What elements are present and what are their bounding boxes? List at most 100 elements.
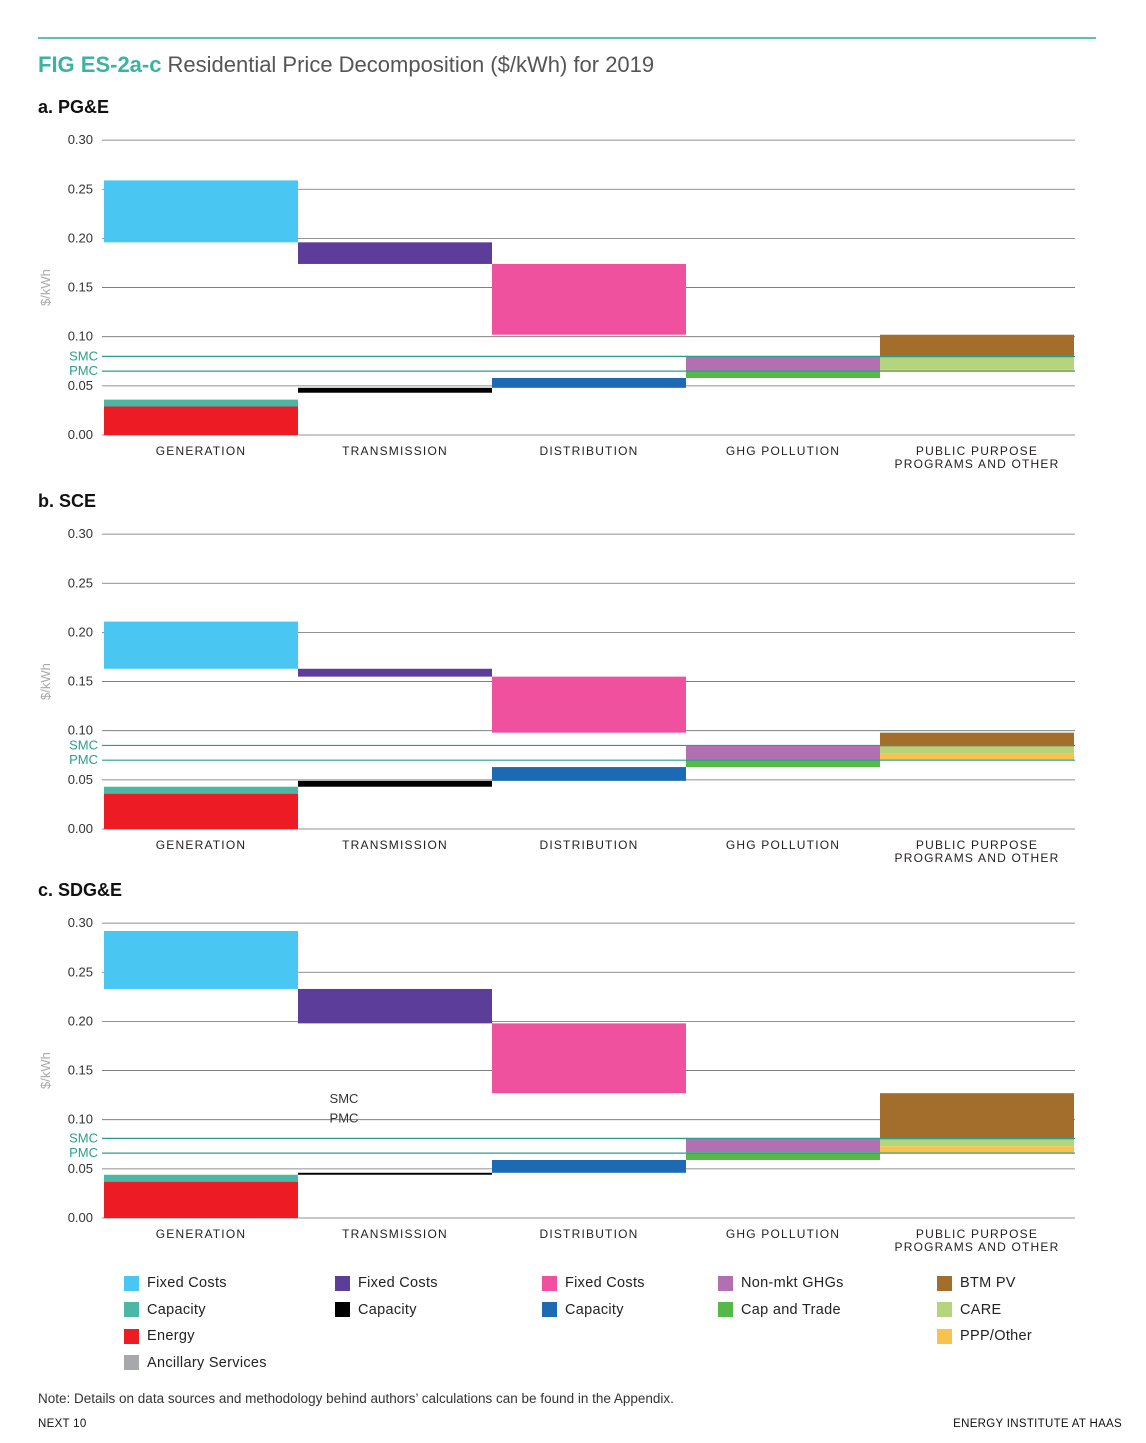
y-tick-label: 0.30 — [68, 132, 93, 147]
bar-segment — [104, 621, 298, 669]
legend-label: PPP/Other — [960, 1328, 1033, 1345]
figure-title-text: Residential Price Decomposition ($/kWh) … — [167, 52, 655, 77]
y-tick-label: 0.15 — [68, 280, 93, 295]
legend-swatch — [718, 1302, 733, 1318]
legend-item: Fixed Costs — [335, 1270, 438, 1297]
bar-segment — [880, 1139, 1074, 1147]
y-tick-label: 0.00 — [68, 821, 93, 836]
bar-segment — [104, 180, 298, 243]
legend-item: Capacity — [124, 1297, 267, 1324]
category-label: PROGRAMS AND OTHER — [895, 1240, 1060, 1254]
chart-sdge: 0.000.050.100.150.200.250.30$/kWhSMCPMCG… — [38, 915, 1075, 1254]
bar-segment — [492, 1023, 686, 1094]
reference-line-label: PMC — [69, 1145, 98, 1160]
y-tick-label: 0.00 — [68, 427, 93, 442]
legend-label: Non-mkt GHGs — [741, 1275, 844, 1292]
footnote: Note: Details on data sources and method… — [38, 1391, 674, 1406]
legend-swatch — [124, 1355, 139, 1371]
category-label: PUBLIC PURPOSE — [916, 1227, 1038, 1241]
bar-segment — [298, 780, 492, 787]
bar-segment — [298, 668, 492, 677]
legend-swatch — [542, 1302, 557, 1318]
bar-segment — [492, 767, 686, 781]
legend-swatch — [335, 1302, 350, 1318]
bar-segment — [298, 387, 492, 393]
bar-segment — [104, 399, 298, 407]
figure-code: FIG ES-2a-c — [38, 52, 162, 77]
category-label: GENERATION — [156, 838, 246, 852]
legend-swatch — [718, 1275, 733, 1291]
bar-segment — [880, 746, 1074, 754]
y-axis-label: $/kWh — [38, 1052, 53, 1089]
bar-segment — [104, 930, 298, 989]
legend-label: Ancillary Services — [147, 1354, 267, 1371]
category-label: PUBLIC PURPOSE — [916, 444, 1038, 458]
legend-column: BTM PV CARE PPP/Other — [937, 1270, 1032, 1350]
bar-segment — [880, 357, 1074, 370]
bar-segment — [298, 242, 492, 264]
reference-line-label: PMC — [69, 363, 98, 378]
legend-item: Capacity — [542, 1297, 645, 1324]
y-axis-label: $/kWh — [38, 663, 53, 700]
panel-title-pge: a. PG&E — [38, 97, 110, 117]
bar-segment — [686, 1152, 880, 1161]
y-tick-label: 0.30 — [68, 915, 93, 930]
legend-label: CARE — [960, 1301, 1002, 1318]
y-tick-label: 0.10 — [68, 1112, 93, 1127]
chart-annotation: PMC — [330, 1111, 359, 1126]
legend-label: Fixed Costs — [147, 1275, 227, 1292]
legend-swatch — [542, 1275, 557, 1291]
y-tick-label: 0.30 — [68, 526, 93, 541]
legend-item: Fixed Costs — [542, 1270, 645, 1297]
bar-segment — [880, 334, 1074, 358]
reference-line-label: PMC — [69, 752, 98, 767]
bar-segment — [104, 786, 298, 794]
y-tick-label: 0.20 — [68, 230, 93, 245]
chart-annotation: SMC — [330, 1091, 359, 1106]
bar-segment — [104, 793, 298, 829]
legend-label: Capacity — [565, 1301, 624, 1318]
legend-label: BTM PV — [960, 1275, 1016, 1292]
legend-label: Fixed Costs — [358, 1275, 438, 1292]
legend-label: Fixed Costs — [565, 1275, 645, 1292]
y-tick-label: 0.25 — [68, 181, 93, 196]
legend-label: Cap and Trade — [741, 1301, 841, 1318]
category-label: GHG POLLUTION — [726, 444, 840, 458]
bar-segment — [492, 1160, 686, 1173]
legend-column: Fixed Costs Capacity Energy Ancillary Servi… — [124, 1270, 267, 1376]
bar-segment — [298, 988, 492, 1024]
bar-segment — [686, 1138, 880, 1153]
legend-item: PPP/Other — [937, 1323, 1032, 1350]
legend-swatch — [937, 1328, 952, 1344]
category-label: TRANSMISSION — [342, 838, 448, 852]
legend-label: Energy — [147, 1328, 195, 1345]
legend-item: Fixed Costs — [124, 1270, 267, 1297]
legend-item: Capacity — [335, 1297, 438, 1324]
legend-column: Fixed Costs Capacity — [335, 1270, 438, 1323]
bar-segment — [880, 753, 1074, 761]
y-tick-label: 0.05 — [68, 378, 93, 393]
bar-segment — [880, 732, 1074, 747]
category-label: PROGRAMS AND OTHER — [895, 457, 1060, 471]
legend-column: Non-mkt GHGs Cap and Trade — [718, 1270, 844, 1323]
panel-title-sce: b. SCE — [38, 491, 97, 511]
bar-segment — [492, 263, 686, 335]
bar-segment — [492, 676, 686, 733]
legend-label: Capacity — [358, 1301, 417, 1318]
category-label: TRANSMISSION — [342, 1227, 448, 1241]
legend-swatch — [937, 1302, 952, 1318]
y-tick-label: 0.15 — [68, 674, 93, 689]
legend-column: Fixed Costs Capacity — [542, 1270, 645, 1323]
legend-swatch — [124, 1328, 139, 1344]
reference-line-label: SMC — [69, 737, 98, 752]
legend-item: BTM PV — [937, 1270, 1032, 1297]
category-label: DISTRIBUTION — [539, 1227, 638, 1241]
legend-swatch — [124, 1275, 139, 1291]
category-label: DISTRIBUTION — [539, 838, 638, 852]
category-label: DISTRIBUTION — [539, 444, 638, 458]
legend-swatch — [937, 1275, 952, 1291]
y-axis-label: $/kWh — [38, 269, 53, 306]
figure-title: FIG ES-2a-c Residential Price Decompositi… — [38, 52, 654, 78]
bar-segment — [686, 356, 880, 372]
